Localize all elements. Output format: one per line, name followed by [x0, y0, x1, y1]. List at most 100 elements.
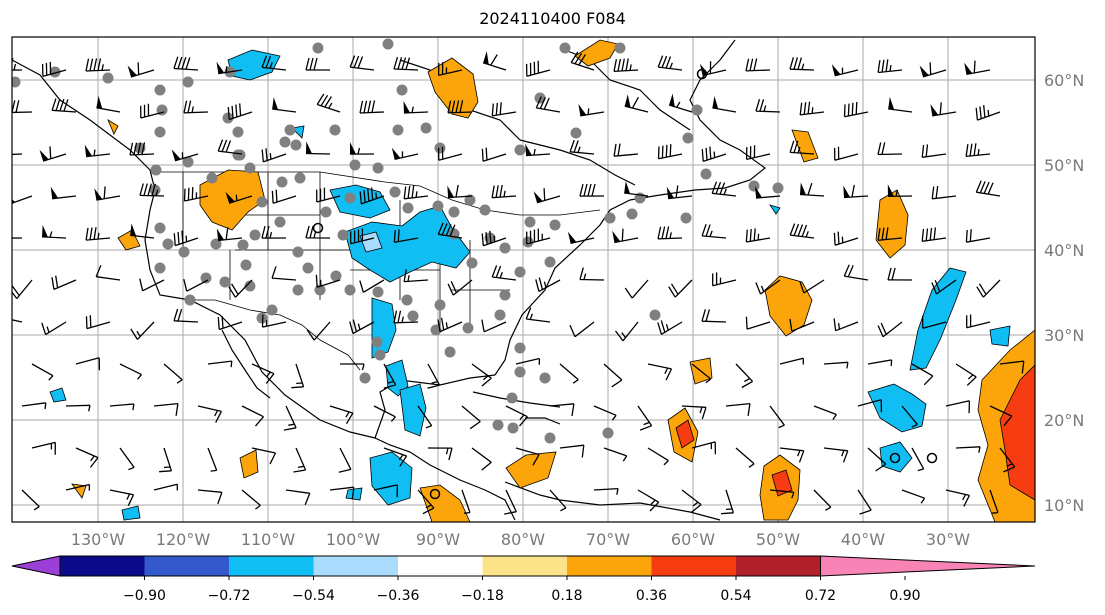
- wind-barb-flag: [127, 65, 137, 77]
- colorbar-tick-label: 0.72: [805, 588, 836, 604]
- open-circle-marker: [312, 222, 324, 234]
- lat-label: 30°N: [1044, 326, 1084, 345]
- wind-barb: [823, 361, 849, 369]
- wind-barb: [931, 279, 957, 295]
- station-dot: [256, 196, 268, 208]
- colorbar-tick-label: 0.36: [636, 588, 667, 604]
- station-dot: [312, 42, 324, 54]
- wind-barb: [867, 447, 887, 472]
- station-dot: [507, 422, 519, 434]
- wind-barb: [173, 230, 199, 247]
- wind-barb: [833, 318, 859, 332]
- wind-barb: [745, 228, 771, 243]
- wind-barb: [877, 321, 903, 338]
- wind-barb: [251, 447, 277, 465]
- station-dot: [244, 280, 256, 292]
- station-dot: [372, 162, 384, 174]
- wind-barb: [437, 317, 463, 333]
- wind-barb: [461, 489, 471, 514]
- wind-barb: [789, 223, 815, 239]
- station-dot: [544, 256, 556, 268]
- colorbar-segment: [144, 556, 229, 576]
- wind-barb: [12, 319, 23, 323]
- wind-barb-flag: [578, 104, 587, 116]
- colorbar-tick-label: −0.54: [292, 588, 335, 604]
- lon-label: 110°W: [241, 530, 296, 549]
- wind-barb: [877, 59, 903, 74]
- wind-barb: [21, 402, 47, 410]
- station-dot: [292, 246, 304, 258]
- colorbar-segment: [313, 556, 398, 576]
- lon-label: 130°W: [71, 530, 126, 549]
- wind-barb-flag: [525, 143, 532, 156]
- wind-barb-flag: [624, 94, 631, 108]
- wind-barb: [197, 405, 222, 423]
- wind-barb: [745, 58, 771, 72]
- wind-barb: [755, 279, 781, 295]
- wind-barb: [637, 405, 653, 431]
- wind-barb-flag: [12, 199, 16, 204]
- wind-barb: [613, 143, 639, 157]
- station-dot: [154, 84, 166, 96]
- wind-barb: [338, 447, 352, 473]
- wind-barb-flag: [624, 181, 631, 194]
- wind-barb: [183, 186, 209, 202]
- colorbar-segment: [567, 556, 652, 576]
- wind-barb: [119, 447, 135, 471]
- wind-barb: [877, 142, 903, 156]
- wind-barb: [525, 60, 551, 77]
- open-circle-marker: [696, 68, 708, 80]
- wind-barb: [359, 187, 385, 205]
- station-dot: [234, 149, 246, 161]
- station-dot: [200, 272, 212, 284]
- colorbar-extend-high: [820, 555, 1036, 577]
- station-dot: [290, 139, 302, 151]
- wind-barb: [217, 139, 243, 155]
- wind-barb: [85, 315, 111, 330]
- wind-barb-flag: [483, 51, 489, 65]
- wind-barb: [159, 447, 173, 473]
- station-dot: [49, 66, 61, 78]
- wind-barb: [293, 447, 307, 473]
- wind-barb: [999, 447, 1016, 473]
- lon-label: 120°W: [156, 530, 211, 549]
- lon-label: 50°W: [756, 530, 800, 549]
- lon-label: 70°W: [586, 530, 630, 549]
- wind-barb: [955, 446, 981, 453]
- wind-barb: [471, 447, 492, 471]
- colorbar-tick-label: 0.18: [551, 588, 582, 604]
- wind-barb: [283, 405, 297, 431]
- station-dot: [182, 76, 194, 88]
- wind-barb-flag: [755, 186, 763, 199]
- wind-barb-flag: [84, 144, 93, 157]
- wind-barb: [843, 101, 869, 118]
- station-dot: [249, 229, 261, 241]
- wind-barb: [535, 96, 561, 113]
- contour-blob: [769, 204, 781, 215]
- station-dot: [464, 194, 476, 206]
- wind-barb: [989, 489, 999, 514]
- wind-barb: [383, 363, 397, 389]
- wind-barb: [350, 228, 375, 245]
- contour-blob: [121, 505, 141, 521]
- wind-barb: [624, 192, 649, 197]
- wind-barb-flag: [96, 95, 103, 109]
- station-dot: [748, 180, 760, 192]
- wind-barb: [535, 277, 561, 292]
- station-dot: [522, 236, 534, 248]
- wind-barb: [712, 272, 737, 287]
- wind-barb: [735, 447, 755, 468]
- wind-barb: [291, 363, 305, 389]
- wind-barb: [559, 444, 585, 458]
- wind-barb: [119, 363, 142, 380]
- station-dot: [150, 164, 162, 176]
- contour-blob: [107, 119, 119, 135]
- station-dot: [492, 419, 504, 431]
- station-dot: [371, 336, 383, 348]
- wind-barb: [315, 274, 341, 288]
- wind-barb-flag: [350, 142, 356, 155]
- wind-barb: [911, 447, 925, 472]
- wind-barb-flag: [612, 230, 621, 243]
- wind-barb: [437, 146, 463, 161]
- wind-barb-flag: [171, 149, 181, 161]
